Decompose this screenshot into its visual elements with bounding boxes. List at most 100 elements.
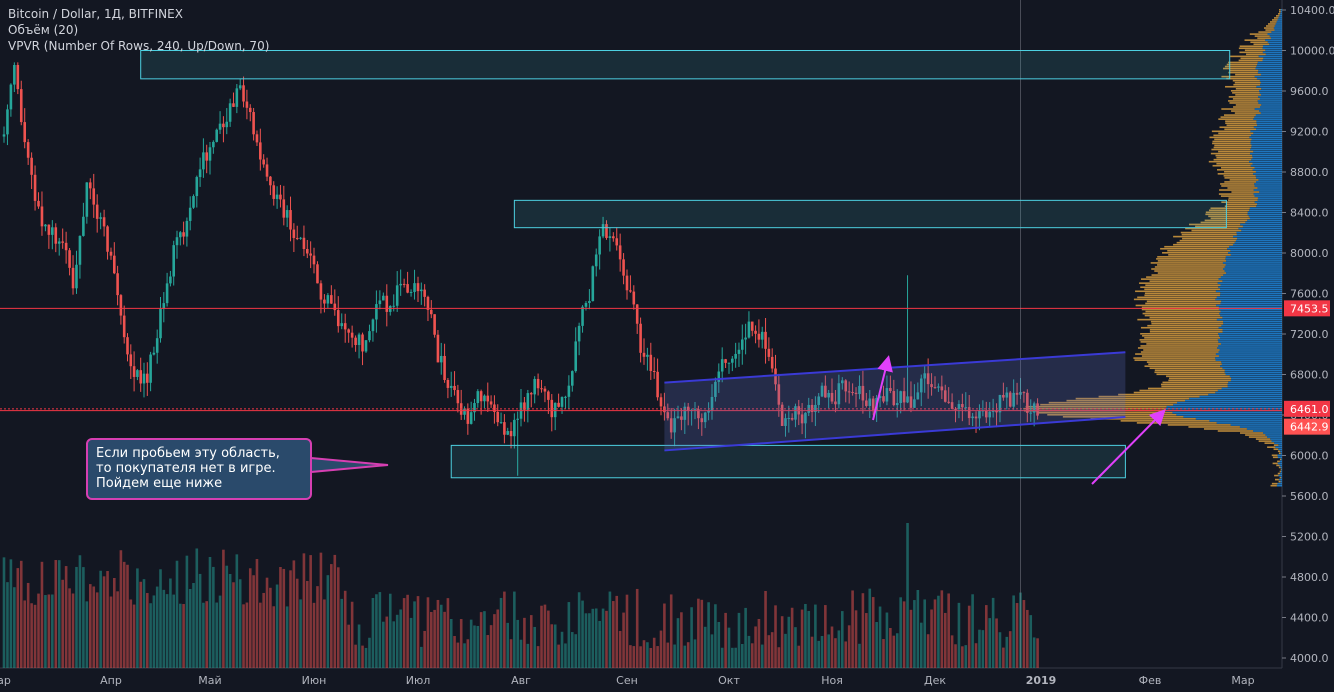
vp-bar-up	[1218, 118, 1254, 120]
candle-body	[906, 396, 909, 403]
vp-bar-down	[1257, 203, 1282, 205]
vp-bar-up	[1279, 9, 1281, 11]
vp-bar-down	[1263, 57, 1282, 60]
volume-bar	[519, 639, 523, 668]
candle-body	[543, 388, 547, 392]
volume-bar	[279, 566, 282, 668]
candle-body	[61, 241, 64, 243]
volume-bar	[466, 639, 470, 668]
volume-bar	[550, 624, 554, 668]
vp-bar-up	[1279, 476, 1281, 479]
vp-bar-up	[1224, 177, 1257, 179]
vp-bar-down	[1236, 233, 1282, 236]
vp-bar-up	[1279, 11, 1281, 13]
volume-bar	[950, 635, 954, 668]
vp-bar-up	[1235, 94, 1261, 96]
volume-bar	[926, 634, 930, 668]
vp-bar-up	[1145, 284, 1221, 286]
candle-body	[37, 200, 40, 207]
volume-bar	[871, 597, 875, 668]
vp-bar-up	[1149, 316, 1223, 319]
candle-body	[340, 323, 344, 327]
volume-bar	[570, 632, 574, 668]
vp-bar-down	[1219, 312, 1282, 315]
vp-bar-down	[1259, 110, 1282, 112]
candle-body	[1026, 392, 1029, 413]
vp-bar-down	[1280, 476, 1282, 479]
candle-body	[423, 289, 426, 297]
volume-bar	[998, 632, 1002, 668]
candle-body	[899, 391, 902, 404]
volume-bar	[129, 599, 133, 668]
vp-bar-up	[1140, 278, 1219, 280]
candle-body	[185, 220, 189, 237]
vp-bar-up	[1195, 225, 1243, 228]
vp-bar-down	[1250, 142, 1282, 145]
volume-bar	[947, 593, 950, 668]
candle-body	[697, 409, 700, 419]
candle-body	[132, 366, 136, 377]
candle-body	[466, 408, 470, 424]
vp-bar-down	[1280, 472, 1282, 475]
vp-bar-down	[1280, 466, 1282, 469]
candle-body	[594, 254, 598, 267]
vp-bar-up	[1185, 227, 1239, 230]
chart-legend: Bitcoin / Dollar, 1Д, BITFINEX Объём (20…	[8, 6, 269, 54]
volume-bar	[937, 595, 940, 668]
candle-body	[673, 418, 676, 433]
candle-body	[967, 407, 971, 419]
vp-bar-up	[1264, 442, 1275, 444]
volume-bar	[957, 602, 961, 668]
candle-body	[784, 418, 787, 426]
vpvr-indicator-label[interactable]: VPVR (Number Of Rows, 240, Up/Down, 70)	[8, 39, 270, 53]
candle-body	[149, 354, 152, 383]
volume-bar	[275, 584, 279, 668]
volume-bar	[162, 589, 166, 668]
vp-bar-down	[1259, 106, 1282, 108]
candle-body	[357, 334, 361, 346]
vp-bar-up	[1271, 482, 1278, 485]
volume-bar	[439, 604, 443, 668]
vp-bar-up	[1149, 367, 1223, 370]
candle-body	[861, 385, 865, 401]
vp-bar-down	[1257, 61, 1282, 64]
volume-bar	[285, 606, 289, 668]
candle-body	[731, 358, 734, 363]
volume-indicator-label[interactable]: Объём (20)	[8, 23, 79, 37]
y-tick-label: 7600.0	[1290, 288, 1329, 301]
annotation-callout[interactable]: Если пробьем эту область, то покупателя …	[86, 438, 312, 500]
channel-lower-line	[664, 416, 1126, 452]
volume-bar	[720, 647, 724, 668]
volume-bar	[443, 611, 446, 668]
vp-bar-down	[1224, 371, 1282, 374]
candle-body	[54, 227, 58, 244]
candle-body	[152, 352, 156, 355]
volume-bar	[865, 613, 868, 668]
vp-bar-down	[1278, 474, 1282, 477]
volume-bar	[919, 622, 923, 668]
vp-bar-up	[1149, 280, 1223, 282]
vp-bar-up	[1212, 164, 1251, 167]
volume-bar	[981, 630, 985, 668]
volume-bar	[159, 569, 162, 668]
candle-body	[238, 85, 242, 89]
vp-bar-down	[1220, 302, 1282, 305]
vp-bar-up	[1143, 349, 1220, 351]
candle-body	[139, 370, 142, 384]
candle-body	[710, 396, 714, 411]
vp-bar-up	[1191, 229, 1242, 232]
symbol-title[interactable]: Bitcoin / Dollar, 1Д, BITFINEX	[8, 7, 183, 21]
candle-body	[235, 88, 239, 107]
vp-bar-down	[1216, 318, 1282, 321]
vp-bar-up	[1213, 134, 1252, 137]
vp-bar-down	[1250, 164, 1282, 167]
candle-body	[116, 273, 119, 296]
vp-bar-down	[1252, 162, 1282, 165]
vp-bar-up	[1221, 201, 1255, 203]
volume-bar	[740, 643, 744, 668]
vp-bar-down	[1258, 102, 1282, 104]
volume-bar	[378, 592, 382, 668]
candle-body	[295, 237, 299, 239]
vp-bar-up	[1140, 341, 1219, 343]
